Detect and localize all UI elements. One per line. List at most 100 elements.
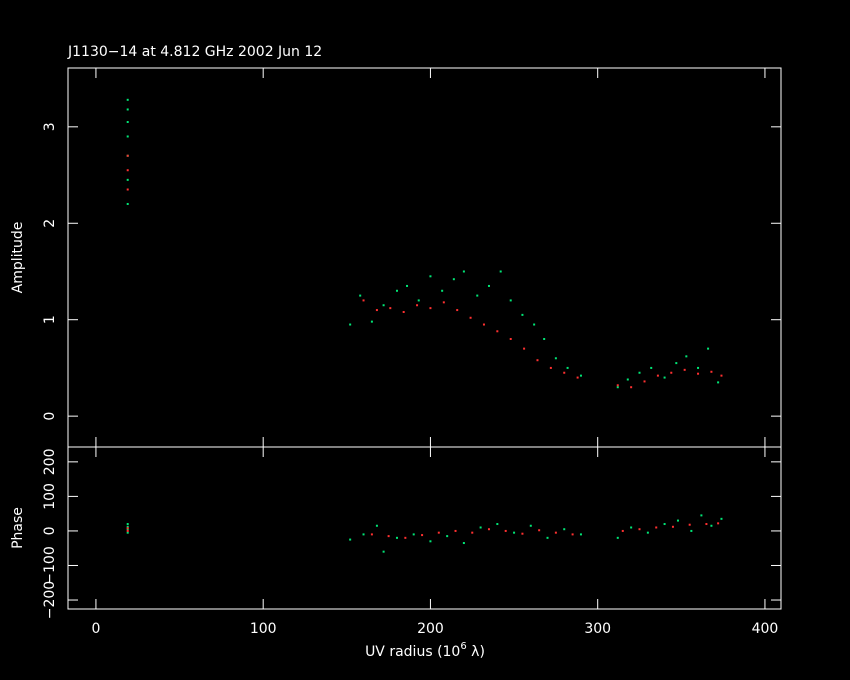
point: [375, 309, 378, 312]
point: [685, 355, 688, 358]
point: [650, 366, 653, 369]
point: [421, 534, 424, 537]
point: [402, 310, 405, 313]
point: [717, 381, 720, 384]
point: [626, 378, 629, 381]
point: [509, 337, 512, 340]
point: [126, 169, 129, 172]
point: [676, 519, 679, 522]
point: [566, 366, 569, 369]
point: [616, 536, 619, 539]
y-tick-label: 3: [42, 122, 58, 131]
point: [389, 307, 392, 310]
point: [496, 523, 499, 526]
point: [462, 542, 465, 545]
point: [643, 380, 646, 383]
point: [395, 536, 398, 539]
y-axis-label: Amplitude: [10, 222, 26, 294]
point: [126, 525, 129, 528]
point: [663, 376, 666, 379]
y-tick-label: −100: [42, 546, 58, 584]
point: [469, 316, 472, 319]
point: [382, 550, 385, 553]
point: [513, 531, 516, 534]
point: [126, 154, 129, 157]
point: [521, 532, 524, 535]
plot-frame: [67, 446, 782, 610]
point: [126, 523, 129, 526]
point: [441, 289, 444, 292]
point: [630, 386, 633, 389]
point: [126, 531, 129, 534]
point: [442, 301, 445, 304]
point: [655, 526, 658, 529]
y-tick-label: 2: [42, 219, 58, 228]
point: [554, 357, 557, 360]
point: [126, 121, 129, 124]
chart-title: J1130−14 at 4.812 GHz 2002 Jun 12: [67, 44, 322, 60]
point: [126, 529, 129, 532]
point: [406, 284, 409, 287]
point: [499, 270, 502, 273]
point: [370, 320, 373, 323]
point: [412, 533, 415, 536]
point: [429, 540, 432, 543]
point: [126, 188, 129, 191]
x-tick-label: 200: [417, 621, 444, 637]
point: [638, 371, 641, 374]
point: [437, 531, 440, 534]
point: [705, 523, 708, 526]
point: [710, 370, 713, 373]
y-tick-label: −200: [42, 581, 58, 619]
point: [523, 347, 526, 350]
point: [720, 517, 723, 520]
point: [563, 528, 566, 531]
point: [429, 307, 432, 310]
x-tick-label: 400: [752, 621, 779, 637]
point: [382, 304, 385, 307]
point: [504, 529, 507, 532]
point: [688, 523, 691, 526]
point: [362, 299, 365, 302]
point: [529, 524, 532, 527]
point: [126, 178, 129, 181]
point: [417, 299, 420, 302]
point: [370, 533, 373, 536]
point: [536, 359, 539, 362]
point: [429, 275, 432, 278]
point: [543, 337, 546, 340]
point: [675, 362, 678, 365]
point: [670, 371, 673, 374]
point: [638, 528, 641, 531]
x-tick-label: 300: [584, 621, 611, 637]
point: [621, 529, 624, 532]
point: [571, 533, 574, 536]
point: [404, 536, 407, 539]
point: [375, 524, 378, 527]
y-tick-label: 100: [42, 483, 58, 510]
point: [646, 531, 649, 534]
x-tick-label: 0: [91, 621, 100, 637]
point: [482, 323, 485, 326]
point: [616, 384, 619, 387]
point: [496, 330, 499, 333]
point: [710, 524, 713, 527]
point: [656, 374, 659, 377]
point: [616, 386, 619, 389]
point: [454, 529, 457, 532]
x-tick-label: 100: [250, 621, 277, 637]
point: [456, 309, 459, 312]
point: [720, 374, 723, 377]
point: [362, 533, 365, 536]
y-tick-label: 200: [42, 448, 58, 475]
point: [387, 535, 390, 538]
point: [452, 278, 455, 281]
point: [349, 538, 352, 541]
point: [690, 529, 693, 532]
point: [446, 535, 449, 538]
point: [538, 529, 541, 532]
point: [126, 202, 129, 205]
point: [471, 531, 474, 534]
point: [487, 528, 490, 531]
